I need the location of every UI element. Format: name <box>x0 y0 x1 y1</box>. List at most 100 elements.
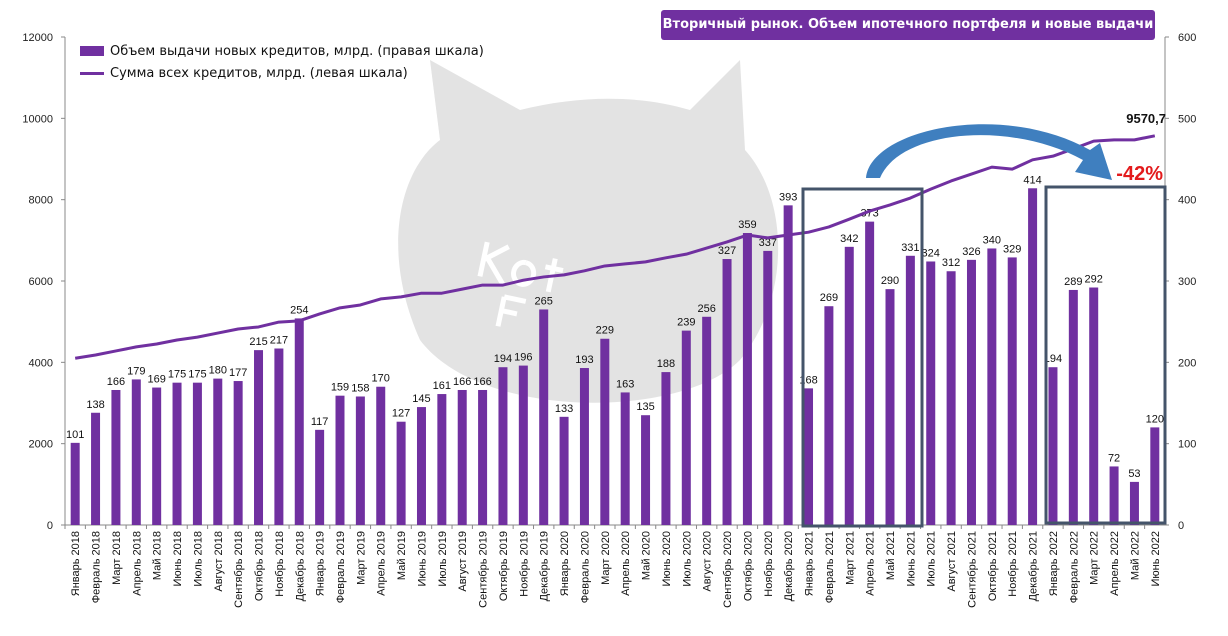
left-tick-label: 2000 <box>29 439 53 451</box>
legend-swatch-line <box>80 71 104 75</box>
left-tick-label: 6000 <box>29 276 53 288</box>
bar-data-label: 169 <box>147 374 165 386</box>
left-tick-label: 0 <box>47 520 53 532</box>
bar-data-label: 135 <box>636 401 654 413</box>
bar-data-label: 193 <box>575 354 593 366</box>
bar-data-label: 170 <box>372 373 390 385</box>
bar <box>722 259 732 525</box>
bar <box>1109 466 1119 525</box>
bar-data-label: 196 <box>514 352 532 364</box>
x-tick-label: Май 2020 <box>641 531 653 580</box>
bar <box>274 348 284 525</box>
bar <box>457 389 467 525</box>
bar <box>192 382 202 525</box>
bar-data-label: 145 <box>412 393 430 405</box>
bar-data-label: 120 <box>1146 413 1164 425</box>
x-tick-label: Ноябрь 2020 <box>763 531 775 597</box>
bar <box>966 259 976 525</box>
x-tick-label: Октябрь 2021 <box>987 531 999 601</box>
bar <box>355 396 365 525</box>
bar <box>844 246 854 525</box>
x-tick-label: Август 2018 <box>213 531 225 592</box>
bar-data-label: 133 <box>555 403 573 415</box>
bar <box>376 386 386 525</box>
x-tick-label: Ноябрь 2021 <box>1007 531 1019 597</box>
bar <box>294 318 304 525</box>
bar <box>254 350 264 525</box>
bar-data-label: 254 <box>290 304 308 316</box>
x-tick-label: Февраль 2020 <box>579 531 591 603</box>
x-tick-label: Июнь 2020 <box>661 531 673 587</box>
x-tick-label: Июнь 2019 <box>416 531 428 587</box>
bar <box>1089 287 1099 525</box>
line-series <box>74 134 1156 360</box>
bar <box>437 394 447 525</box>
bar <box>70 442 80 525</box>
x-tick-label: Август 2020 <box>702 531 714 592</box>
trend-arrow <box>866 124 1112 180</box>
bar <box>1048 367 1058 525</box>
bar <box>233 381 243 525</box>
bar-data-label: 180 <box>209 365 227 377</box>
x-tick-label: Январь 2018 <box>70 531 82 596</box>
right-tick-label: 600 <box>1178 32 1196 44</box>
x-tick-label: Август 2019 <box>457 531 469 592</box>
left-tick-label: 4000 <box>29 357 53 369</box>
bar <box>905 255 915 525</box>
bar-data-label: 175 <box>188 369 206 381</box>
x-tick-label: Октябрь 2020 <box>742 531 754 601</box>
last-value-label: 9570,7 <box>1126 111 1166 126</box>
legend-item-bars: Объем выдачи новых кредитов, млрд. (прав… <box>80 40 484 62</box>
right-tick-label: 100 <box>1178 439 1196 451</box>
bar-data-label: 215 <box>249 336 267 348</box>
x-tick-label: Март 2022 <box>1089 531 1101 585</box>
bar-data-label: 269 <box>820 292 838 304</box>
x-tick-label: Апрель 2020 <box>620 531 632 596</box>
x-tick-label: Январь 2022 <box>1048 531 1060 596</box>
x-tick-label: Апрель 2022 <box>1109 531 1121 596</box>
x-tick-label: Декабрь 2019 <box>539 531 551 601</box>
bar-data-label: 256 <box>697 303 715 315</box>
right-tick-label: 0 <box>1178 520 1184 532</box>
bar-data-label: 289 <box>1064 276 1082 288</box>
bar <box>152 387 162 525</box>
x-tick-label: Ноябрь 2018 <box>274 531 286 597</box>
bar <box>681 330 691 525</box>
bar <box>926 261 936 525</box>
bar-data-label: 414 <box>1023 174 1041 186</box>
bar-data-label: 163 <box>616 378 634 390</box>
x-tick-label: Июль 2020 <box>681 531 693 587</box>
bar <box>315 429 325 525</box>
bar <box>783 205 793 526</box>
legend-label-line: Сумма всех кредитов, млрд. (левая шкала) <box>110 65 408 81</box>
bar <box>865 221 875 526</box>
bar-data-label: 127 <box>392 408 410 420</box>
bar-data-label: 331 <box>901 242 919 254</box>
bar-data-label: 265 <box>535 295 553 307</box>
legend: Объем выдачи новых кредитов, млрд. (прав… <box>80 40 484 84</box>
x-tick-label: Сентябрь 2019 <box>478 531 490 608</box>
bar <box>335 395 345 525</box>
x-tick-label: Декабрь 2020 <box>783 531 795 601</box>
x-tick-label: Сентябрь 2021 <box>966 531 978 608</box>
bar-data-label: 324 <box>922 247 940 259</box>
bar <box>498 367 508 525</box>
bar-data-label: 166 <box>107 376 125 388</box>
x-tick-label: Октябрь 2018 <box>254 531 266 601</box>
x-tick-label: Май 2019 <box>396 531 408 580</box>
bar <box>1028 188 1038 525</box>
bar <box>416 407 426 525</box>
bar <box>1129 481 1139 525</box>
bar <box>620 392 630 525</box>
x-tick-label: Июль 2021 <box>926 531 938 587</box>
x-tick-label: Май 2022 <box>1129 531 1141 580</box>
x-tick-label: Июль 2018 <box>192 531 204 587</box>
bar <box>804 388 814 525</box>
x-tick-label: Февраль 2021 <box>824 531 836 603</box>
bar-data-label: 166 <box>473 376 491 388</box>
bar-data-label: 158 <box>351 382 369 394</box>
x-tick-label: Февраль 2022 <box>1068 531 1080 603</box>
bar-data-label: 161 <box>433 380 451 392</box>
bar-data-label: 194 <box>494 353 512 365</box>
bar-data-label: 101 <box>66 429 84 441</box>
